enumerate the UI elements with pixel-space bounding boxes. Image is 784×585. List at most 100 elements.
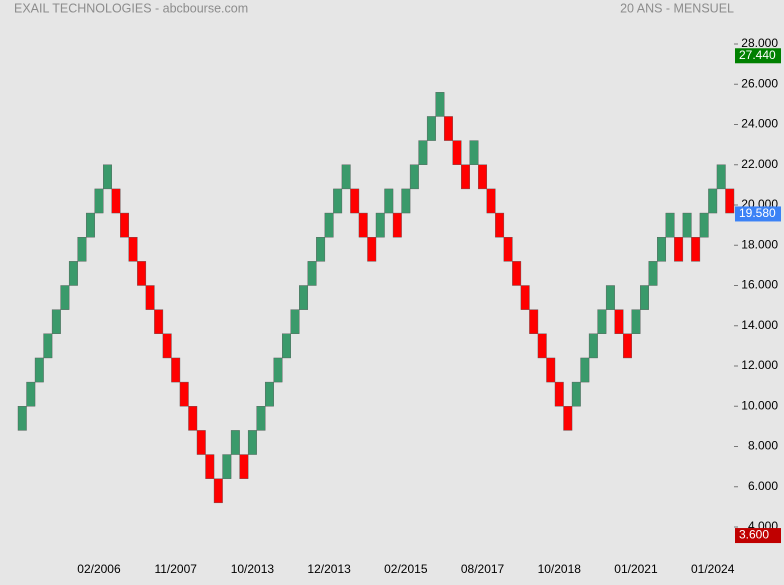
y-tick-label: 26.000 bbox=[741, 76, 778, 90]
brick bbox=[682, 212, 692, 238]
y-tick-label: 8.000 bbox=[748, 439, 778, 453]
brick bbox=[426, 116, 436, 141]
brick bbox=[392, 212, 402, 238]
brick bbox=[120, 212, 130, 238]
brick bbox=[222, 454, 232, 479]
brick bbox=[725, 188, 735, 214]
brick bbox=[512, 261, 522, 286]
brick bbox=[162, 333, 172, 359]
brick bbox=[537, 333, 547, 359]
brick bbox=[605, 285, 615, 310]
brick bbox=[580, 357, 590, 383]
brick bbox=[350, 188, 360, 214]
brick bbox=[213, 478, 223, 504]
brick bbox=[111, 188, 121, 214]
brick bbox=[307, 261, 317, 286]
brick bbox=[375, 212, 385, 238]
price-marker bbox=[735, 206, 781, 222]
y-tick-label: 14.000 bbox=[741, 318, 778, 332]
brick bbox=[699, 212, 709, 238]
brick bbox=[94, 188, 104, 214]
brick bbox=[691, 236, 701, 262]
price-marker bbox=[735, 48, 781, 64]
chart-subtitle: 20 ANS - MENSUEL bbox=[620, 1, 734, 15]
brick bbox=[43, 333, 53, 359]
brick bbox=[469, 140, 479, 165]
brick bbox=[563, 406, 573, 431]
y-tick-label: 16.000 bbox=[741, 278, 778, 292]
brick bbox=[529, 309, 539, 334]
brick bbox=[341, 164, 351, 190]
brick bbox=[435, 92, 445, 117]
x-tick-label: 11/2007 bbox=[154, 562, 197, 576]
brick bbox=[401, 188, 411, 214]
brick bbox=[367, 236, 377, 262]
brick bbox=[546, 357, 556, 383]
brick bbox=[230, 430, 240, 455]
brick bbox=[333, 188, 343, 214]
brick bbox=[137, 261, 147, 286]
brick bbox=[196, 430, 206, 455]
brick bbox=[640, 285, 649, 310]
brick bbox=[384, 188, 394, 214]
price-marker-label: 19.580 bbox=[739, 206, 776, 220]
x-tick-label: 02/2006 bbox=[77, 562, 121, 576]
brick bbox=[264, 381, 274, 407]
brick bbox=[128, 236, 138, 262]
x-tick-label: 12/2013 bbox=[307, 562, 351, 576]
brick bbox=[188, 406, 198, 431]
brick bbox=[631, 309, 641, 334]
brick bbox=[622, 333, 632, 359]
brick bbox=[34, 357, 44, 383]
brick bbox=[68, 261, 78, 286]
brick bbox=[60, 285, 70, 310]
brick bbox=[145, 285, 155, 310]
chart-title: EXAIL TECHNOLOGIES - abcbourse.com bbox=[14, 1, 248, 15]
brick bbox=[716, 164, 726, 190]
brick bbox=[708, 188, 718, 214]
brick bbox=[674, 236, 684, 262]
brick bbox=[282, 333, 291, 359]
brick bbox=[409, 164, 419, 190]
brick bbox=[51, 309, 61, 334]
brick bbox=[77, 236, 87, 262]
brick bbox=[324, 212, 334, 238]
brick bbox=[290, 309, 300, 334]
brick bbox=[614, 309, 624, 334]
price-marker-label: 3.600 bbox=[739, 528, 769, 542]
brick bbox=[26, 381, 36, 407]
brick bbox=[597, 309, 607, 334]
price-marker-label: 27.440 bbox=[739, 48, 776, 62]
brick bbox=[452, 140, 462, 165]
brick bbox=[17, 406, 27, 431]
brick bbox=[478, 164, 488, 190]
y-tick-label: 12.000 bbox=[741, 358, 778, 372]
brick bbox=[85, 212, 95, 238]
y-tick-label: 22.000 bbox=[741, 157, 778, 171]
brick bbox=[316, 236, 326, 262]
brick bbox=[418, 140, 428, 165]
x-tick-label: 02/2015 bbox=[384, 562, 428, 576]
brick bbox=[486, 188, 496, 214]
brick bbox=[665, 212, 675, 238]
y-tick-label: 10.000 bbox=[741, 398, 778, 412]
brick bbox=[299, 285, 309, 310]
brick bbox=[571, 381, 581, 407]
brick bbox=[657, 236, 667, 262]
brick bbox=[154, 309, 164, 334]
y-tick-label: 24.000 bbox=[741, 117, 778, 131]
brick bbox=[358, 212, 368, 238]
brick bbox=[273, 357, 283, 383]
brick bbox=[495, 212, 505, 238]
brick bbox=[648, 261, 658, 286]
price-marker bbox=[735, 528, 781, 544]
brick bbox=[239, 454, 249, 479]
brick bbox=[503, 236, 513, 262]
brick bbox=[443, 116, 453, 141]
brick bbox=[554, 381, 564, 407]
brick bbox=[205, 454, 215, 479]
brick bbox=[520, 285, 530, 310]
brick bbox=[179, 381, 189, 407]
